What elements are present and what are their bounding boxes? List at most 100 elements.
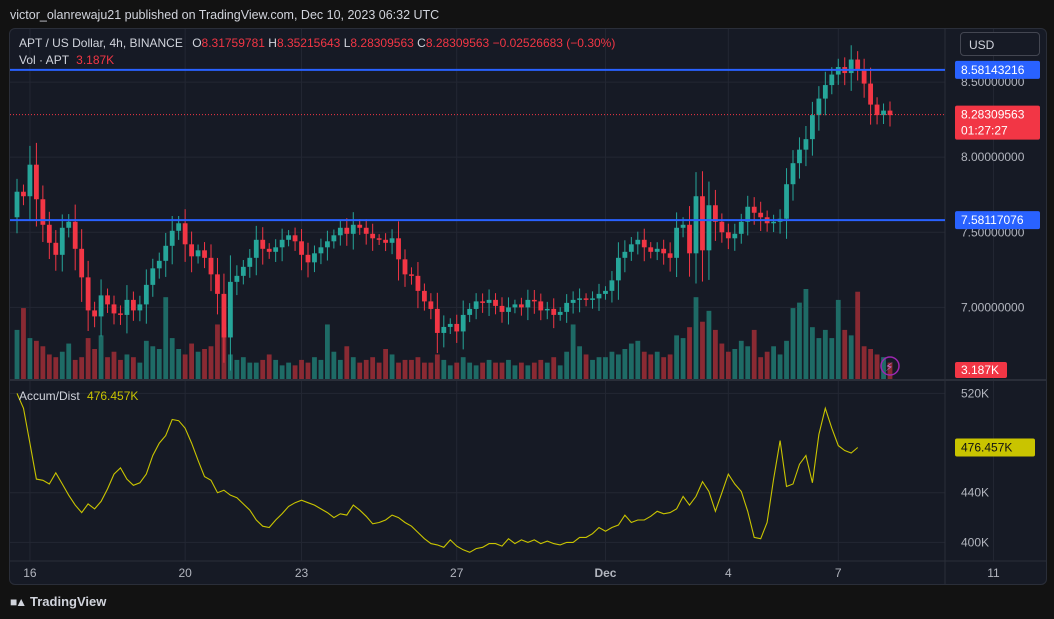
candle-body xyxy=(21,191,26,197)
candle-body xyxy=(260,239,266,249)
volume-bar xyxy=(234,359,240,379)
volume-bar xyxy=(687,327,692,379)
level-price-badge xyxy=(955,211,1040,230)
tradingview-logo[interactable]: ■▲ TradingView xyxy=(10,594,106,609)
candle-body xyxy=(118,313,123,315)
volume-bar xyxy=(499,362,505,379)
candle-body xyxy=(531,299,537,302)
candle-body xyxy=(480,301,485,303)
candle-body xyxy=(628,244,634,252)
candle-body xyxy=(564,302,570,312)
volume-bar xyxy=(59,351,65,379)
candle-body xyxy=(473,301,479,309)
volume-bar xyxy=(693,297,699,379)
candle-body xyxy=(156,260,162,269)
candle-body xyxy=(512,304,518,308)
candle-body xyxy=(790,163,796,185)
volume-bar xyxy=(253,362,259,379)
volume-value: 3.187K xyxy=(76,53,115,67)
lightning-glyph: ⚡ xyxy=(885,360,893,374)
volume-bar xyxy=(648,354,654,379)
price-legend: APT / US Dollar, 4h, BINANCE O8.31759781… xyxy=(19,36,615,50)
price-tick-label: 7.00000000 xyxy=(961,300,1025,314)
candle-body xyxy=(331,235,337,242)
volume-badge xyxy=(955,362,1007,378)
candle-body xyxy=(725,232,731,239)
candle-body xyxy=(337,227,343,236)
volume-bar xyxy=(661,357,667,379)
volume-bar xyxy=(641,351,647,379)
volume-bar xyxy=(751,329,757,379)
volume-bar xyxy=(266,354,272,379)
volume-bar xyxy=(111,351,117,379)
volume-bar xyxy=(350,357,356,379)
candle-body xyxy=(719,221,725,233)
currency-selector[interactable]: USD xyxy=(960,32,1040,56)
volume-bar xyxy=(473,365,479,379)
candle-body xyxy=(325,241,330,248)
candle-body xyxy=(279,239,285,248)
volume-bar xyxy=(357,362,363,379)
candle-body xyxy=(409,274,414,276)
close-value: 8.28309563 xyxy=(425,36,490,50)
volume-bar xyxy=(318,359,324,379)
volume-bar xyxy=(143,340,149,379)
volume-bar xyxy=(21,308,26,379)
candle-body xyxy=(98,295,104,317)
candle-body xyxy=(396,238,401,260)
candle-body xyxy=(195,250,201,257)
ad-label[interactable]: Accum/Dist xyxy=(19,389,80,403)
ad-legend: Accum/Dist 476.457K xyxy=(19,389,138,403)
candle-body xyxy=(467,308,473,315)
candle-body xyxy=(415,275,421,291)
candle-body xyxy=(59,227,65,255)
volume-bar xyxy=(124,354,130,379)
candle-body xyxy=(570,299,576,303)
volume-bar xyxy=(609,351,615,379)
candle-body xyxy=(460,314,466,332)
candle-body xyxy=(784,184,789,219)
volume-bar xyxy=(163,297,169,379)
chart-canvas[interactable]: 7.000000007.500000008.000000008.50000000… xyxy=(10,29,1046,584)
candle-body xyxy=(208,257,214,275)
candle-body xyxy=(402,259,408,275)
time-tick-label: 20 xyxy=(178,566,192,580)
candle-body xyxy=(266,248,272,252)
volume-bar xyxy=(797,302,802,379)
volume-bar xyxy=(98,335,104,379)
volume-bar xyxy=(118,359,123,379)
candle-body xyxy=(680,224,686,228)
candle-body xyxy=(169,230,175,246)
chart-panel[interactable]: 7.00000000 7.50000000 8.00000000 8.50000000… xyxy=(9,28,1047,585)
candle-body xyxy=(887,110,893,116)
publisher-caption: victor_olanrewaju21 published on Trading… xyxy=(10,8,440,22)
ad-tick-label: 400K xyxy=(961,535,989,549)
high-label: H xyxy=(268,36,277,50)
candle-body xyxy=(376,238,382,240)
volume-bar xyxy=(247,362,253,379)
candle-body xyxy=(40,199,46,225)
volume-bar xyxy=(512,365,518,379)
candle-body xyxy=(674,227,679,258)
volume-bar xyxy=(764,351,770,379)
candle-body xyxy=(434,308,440,333)
volume-bar xyxy=(628,343,634,379)
volume-bar xyxy=(396,362,401,379)
volume-bar xyxy=(260,359,266,379)
price-tick-label: 8.00000000 xyxy=(961,150,1025,164)
volume-label[interactable]: Vol · APT xyxy=(19,53,69,67)
volume-bar xyxy=(480,362,485,379)
lightning-icon xyxy=(880,356,900,376)
ad-value: 476.457K xyxy=(87,389,139,403)
volume-bar xyxy=(725,351,731,379)
volume-bar xyxy=(603,357,608,379)
volume-bar xyxy=(570,324,576,379)
candle-body xyxy=(215,274,220,294)
volume-bar xyxy=(758,357,764,379)
candle-body xyxy=(551,308,557,315)
volume-bar xyxy=(53,357,59,379)
candle-body xyxy=(706,205,712,251)
symbol-title[interactable]: APT / US Dollar, 4h, BINANCE xyxy=(19,36,183,50)
candle-body xyxy=(228,281,233,338)
volume-bar xyxy=(713,329,718,379)
